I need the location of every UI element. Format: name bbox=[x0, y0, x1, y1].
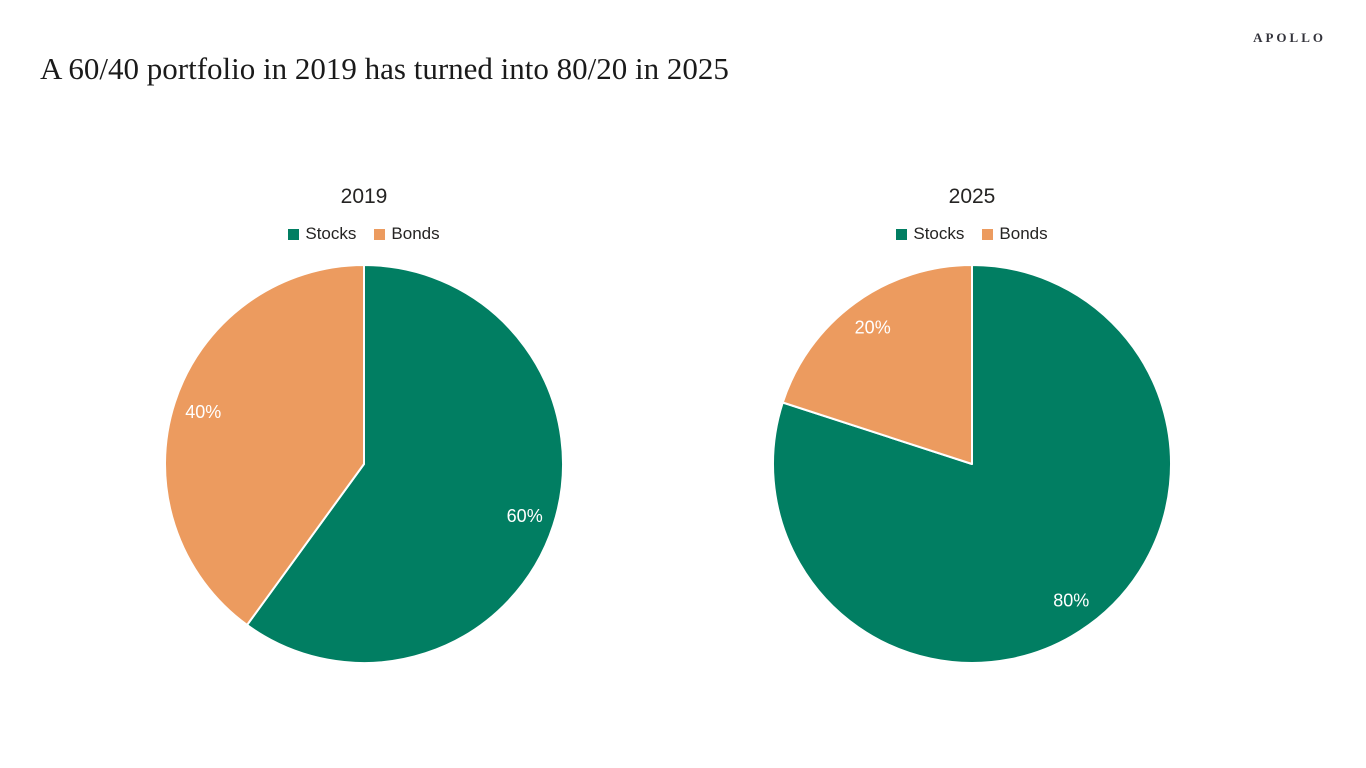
data-label-bonds: 20% bbox=[855, 317, 891, 337]
pie-slice-bonds bbox=[164, 264, 365, 626]
legend-label: Bonds bbox=[391, 224, 440, 243]
legend-label: Stocks bbox=[305, 224, 357, 243]
pie-chart-2025: 2025 Stocks Bonds 80% 20% bbox=[752, 184, 1192, 684]
pie-chart-2019: 2019 Stocks Bonds 60% 40% bbox=[144, 184, 584, 684]
chart-title: 2019 bbox=[340, 185, 388, 208]
pie-svg: 80% 20% bbox=[772, 264, 1172, 664]
chart-legend: Stocks Bonds bbox=[144, 224, 584, 244]
legend-swatch-icon bbox=[896, 228, 908, 240]
legend-swatch-icon bbox=[288, 228, 300, 240]
pie-svg: 60% 40% bbox=[164, 264, 564, 664]
legend-label: Stocks bbox=[913, 224, 965, 243]
pie-slice-bonds bbox=[781, 264, 973, 465]
pie-slice-stocks bbox=[246, 264, 564, 664]
apollo-logo: APOLLO bbox=[1253, 30, 1326, 45]
legend-item-bonds: Bonds bbox=[374, 224, 440, 244]
legend-item-bonds: Bonds bbox=[982, 224, 1048, 244]
page-title: A 60/40 portfolio in 2019 has turned int… bbox=[40, 51, 729, 86]
chart-title: 2025 bbox=[948, 185, 996, 208]
data-label-stocks: 80% bbox=[1053, 591, 1089, 611]
legend-swatch-icon bbox=[374, 228, 386, 240]
chart-legend: Stocks Bonds bbox=[752, 224, 1192, 244]
data-label-bonds: 40% bbox=[185, 402, 221, 422]
legend-item-stocks: Stocks bbox=[288, 224, 356, 244]
legend-swatch-icon bbox=[982, 228, 994, 240]
legend-item-stocks: Stocks bbox=[896, 224, 964, 244]
legend-label: Bonds bbox=[999, 224, 1048, 243]
data-label-stocks: 60% bbox=[507, 506, 543, 526]
